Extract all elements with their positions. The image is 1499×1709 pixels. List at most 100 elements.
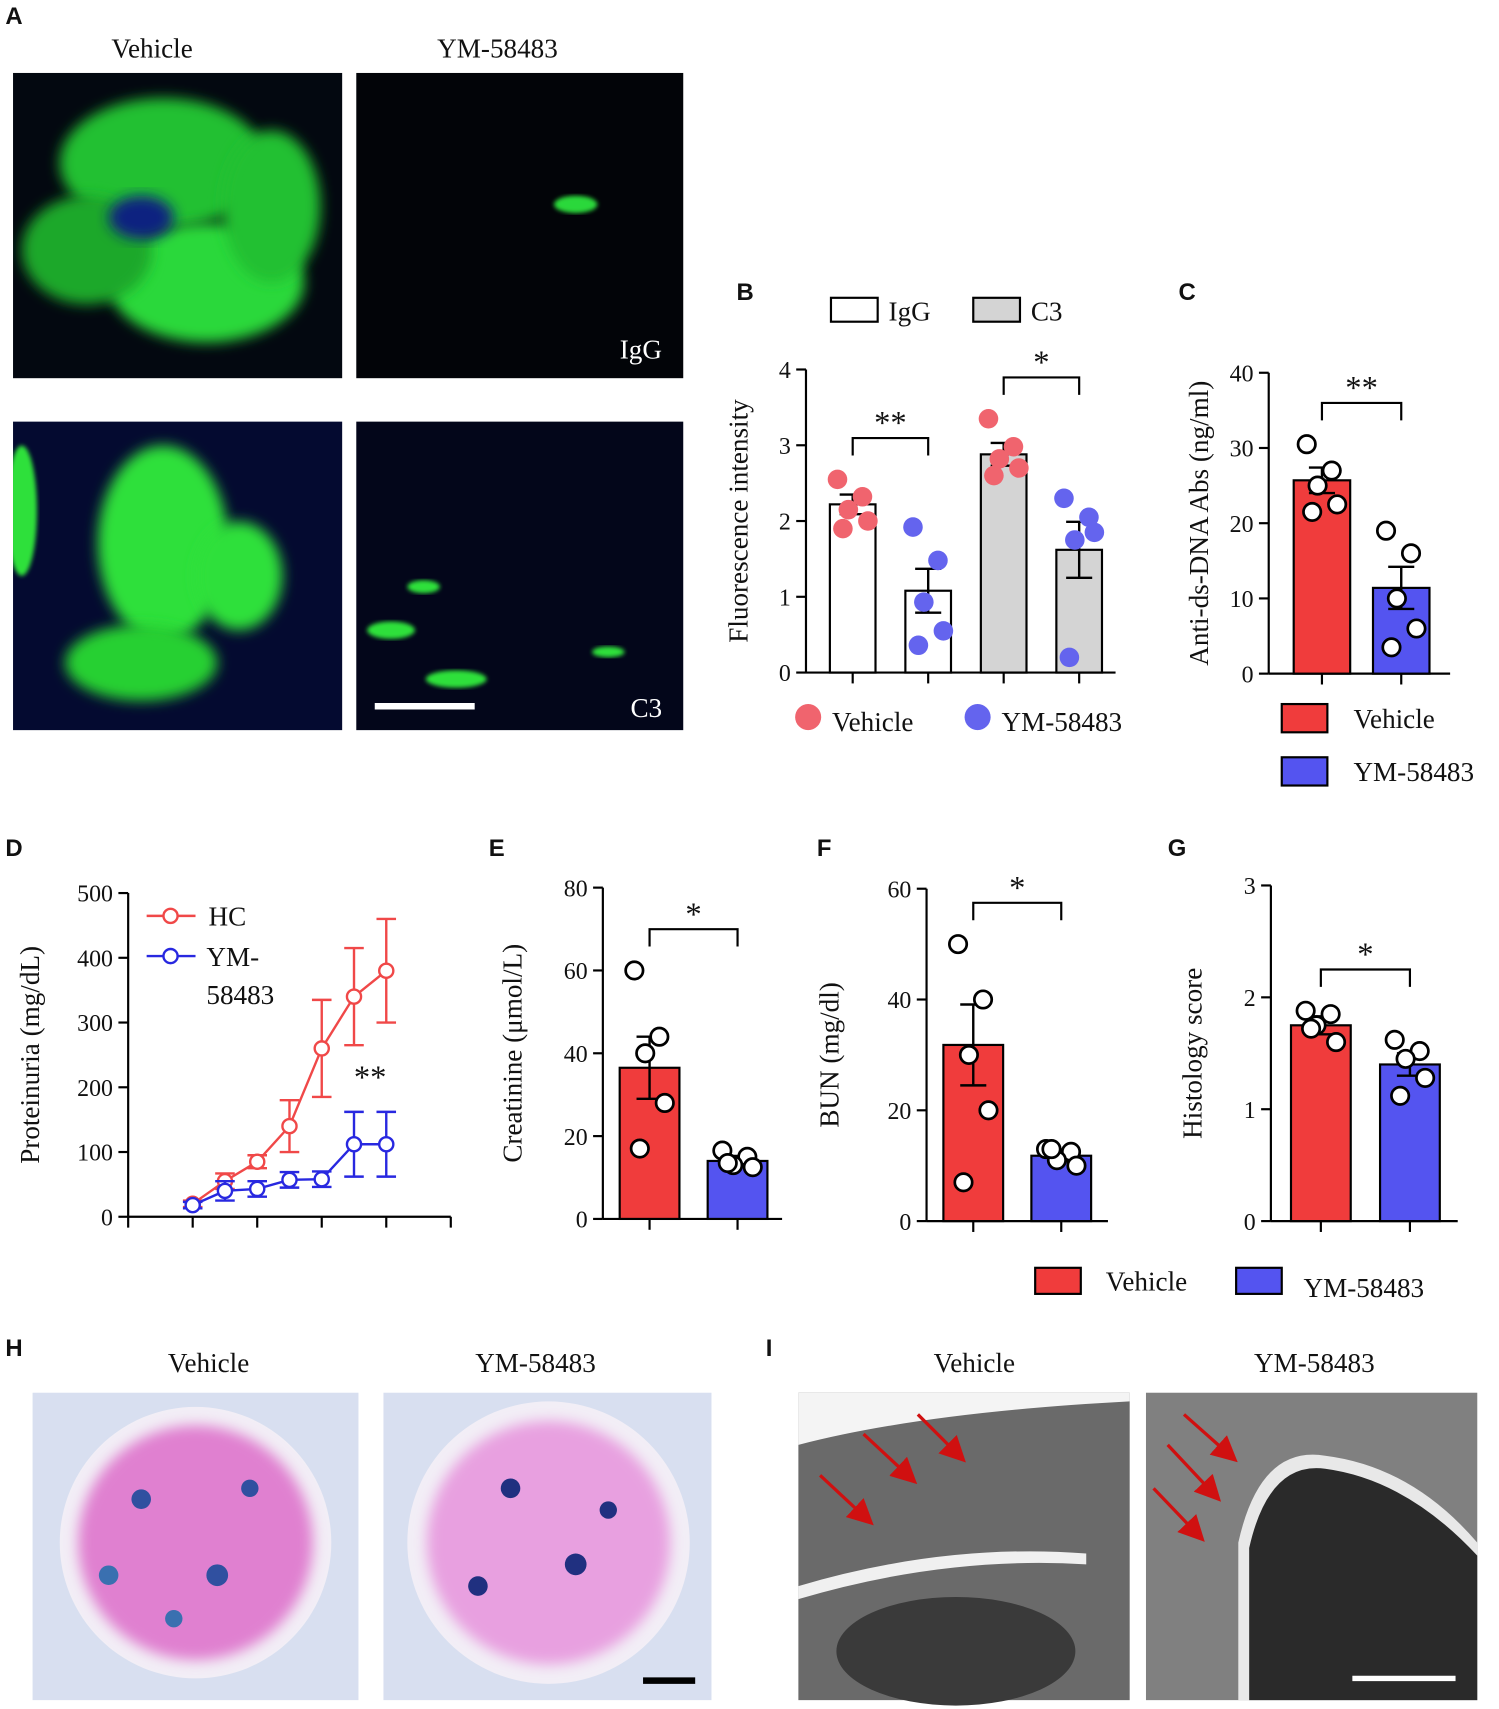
stain-blob xyxy=(222,130,321,283)
nucleus xyxy=(500,1478,521,1499)
y-tick-label: 200 xyxy=(77,1076,113,1102)
significance-bracket xyxy=(1002,376,1081,395)
panel-letter: E xyxy=(489,835,505,862)
y-tick-label: 3 xyxy=(779,434,791,460)
column-label: Vehicle xyxy=(168,1348,249,1378)
stain-blob xyxy=(553,195,598,214)
legend-swatch xyxy=(829,296,879,323)
data-point xyxy=(972,989,994,1010)
significance-label: * xyxy=(1357,937,1373,973)
legend-label: Vehicle xyxy=(1353,704,1434,734)
arrow xyxy=(1152,1487,1205,1542)
data-point xyxy=(1302,501,1323,522)
y-tick-label: 20 xyxy=(1230,512,1254,538)
y-tick-label: 0 xyxy=(899,1210,911,1236)
legend-label: HC xyxy=(209,902,247,932)
data-point xyxy=(1009,458,1029,478)
legend-label: YM-58483 xyxy=(1002,707,1123,737)
data-point xyxy=(1296,434,1317,455)
data-point xyxy=(827,469,848,490)
y-tick-label: 1 xyxy=(779,585,791,611)
data-point xyxy=(933,621,954,641)
data-point xyxy=(1320,1004,1341,1025)
nucleus xyxy=(564,1553,587,1576)
data-point xyxy=(1295,1000,1316,1021)
membrane xyxy=(798,1551,1087,1600)
panel-letter: I xyxy=(766,1335,773,1362)
data-point xyxy=(345,1135,363,1153)
data-point xyxy=(948,934,969,955)
y-axis-label: BUN (mg/dl) xyxy=(815,982,845,1127)
row-label: IgG xyxy=(620,335,662,365)
y-tick-label: 30 xyxy=(1230,437,1254,463)
data-point xyxy=(248,1153,266,1170)
data-point xyxy=(742,1157,763,1178)
nucleus xyxy=(131,1489,151,1509)
cell xyxy=(1249,1468,1478,1701)
data-point xyxy=(914,592,934,612)
data-point xyxy=(378,962,395,980)
data-point xyxy=(1003,437,1024,457)
data-point xyxy=(654,1092,675,1114)
stain-blob xyxy=(195,521,283,631)
nucleus xyxy=(206,1564,229,1587)
data-point xyxy=(184,1196,201,1214)
y-tick-label: 1 xyxy=(1244,1098,1256,1124)
y-axis-label: Histology score xyxy=(1177,968,1207,1139)
legend-swatch xyxy=(1280,702,1329,734)
data-point xyxy=(1384,1029,1405,1050)
y-tick-label: 40 xyxy=(1230,361,1254,387)
data-point xyxy=(838,499,859,520)
y-axis-label: Creatinine (μmol/L) xyxy=(497,944,527,1163)
arrow xyxy=(818,1474,874,1526)
significance-bracket xyxy=(1320,401,1403,421)
stain-blob xyxy=(65,624,218,701)
column-label: YM-58483 xyxy=(1254,1348,1375,1378)
y-tick-label: 10 xyxy=(1230,587,1254,613)
panel-letter: G xyxy=(1168,835,1187,862)
legend-swatch xyxy=(964,704,991,731)
y-tick-label: 3 xyxy=(1244,874,1256,900)
bar xyxy=(1378,1063,1441,1223)
stain-blob xyxy=(407,580,440,594)
nucleus xyxy=(241,1479,259,1498)
y-tick-label: 4 xyxy=(779,358,791,384)
y-tick-label: 20 xyxy=(887,1099,911,1125)
stain-blob xyxy=(108,195,174,240)
panel-letter: C xyxy=(1179,279,1196,306)
data-point xyxy=(1390,1085,1411,1106)
legend-label: Vehicle xyxy=(832,707,913,737)
stain-blob xyxy=(13,445,37,576)
y-tick-label: 0 xyxy=(101,1205,113,1231)
arrow xyxy=(862,1432,918,1485)
y-tick-label: 0 xyxy=(576,1208,588,1234)
bar xyxy=(1289,1024,1352,1223)
legend-swatch xyxy=(1235,1266,1283,1295)
legend-label: YM-58483 xyxy=(1303,1273,1424,1303)
data-point xyxy=(908,635,929,656)
legend-marker xyxy=(162,907,179,925)
significance-bracket xyxy=(972,901,1063,921)
stain xyxy=(21,97,321,343)
data-point xyxy=(978,408,999,429)
arrow xyxy=(916,1413,966,1463)
annotation: ** xyxy=(354,1060,387,1096)
nucleus xyxy=(468,1576,488,1596)
data-point xyxy=(1326,1032,1347,1053)
data-point xyxy=(1059,647,1080,668)
micrograph xyxy=(356,421,684,731)
y-axis-label: Fluorescence intensity xyxy=(723,399,753,643)
y-tick-label: 100 xyxy=(77,1141,113,1167)
y-tick-label: 60 xyxy=(564,959,588,985)
data-point xyxy=(281,1117,298,1135)
y-tick-label: 60 xyxy=(887,877,911,903)
y-tick-label: 300 xyxy=(77,1011,113,1037)
column-label: Vehicle xyxy=(934,1348,1015,1378)
legend-swatch xyxy=(1280,756,1329,787)
data-point xyxy=(624,960,645,981)
nucleus xyxy=(599,1501,617,1519)
y-axis-label: Proteinuria (mg/dL) xyxy=(15,946,45,1164)
data-point xyxy=(1066,1155,1087,1176)
legend-label: C3 xyxy=(1031,297,1063,327)
stain xyxy=(367,580,625,688)
